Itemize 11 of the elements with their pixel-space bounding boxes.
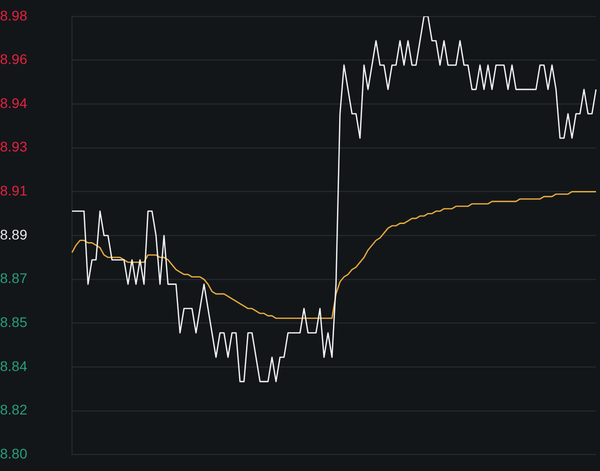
y-tick-label: 8.87 xyxy=(0,270,28,286)
y-tick-label: 8.89 xyxy=(0,226,28,242)
y-tick-label: 8.85 xyxy=(0,314,28,330)
y-tick-label: 8.93 xyxy=(0,138,28,155)
y-tick-label: 8.91 xyxy=(0,182,28,199)
y-tick-label: 8.82 xyxy=(0,402,28,418)
y-tick-label: 8.94 xyxy=(0,94,28,111)
y-tick-label: 8.80 xyxy=(0,445,28,462)
y-tick-label: 8.98 xyxy=(0,7,28,24)
y-tick-label: 8.84 xyxy=(0,358,28,374)
y-tick-label: 8.96 xyxy=(0,51,28,68)
